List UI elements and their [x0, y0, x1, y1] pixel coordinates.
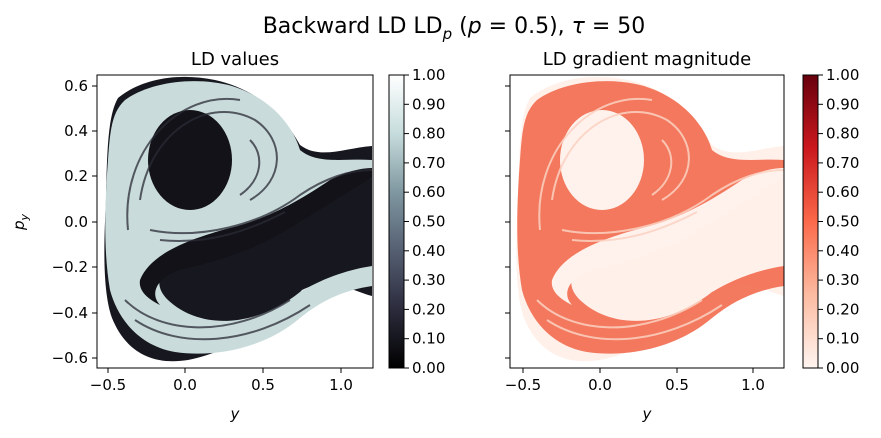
- right-xtick-label: 0.0: [588, 376, 612, 394]
- left-x-ticks: [107, 368, 342, 373]
- colorbar-tick-label: 0.60: [826, 183, 859, 201]
- colorbar-tick-label: 0.50: [412, 213, 445, 231]
- colorbar-tick-label: 1.00: [826, 66, 859, 84]
- left-y-ticks: [92, 85, 97, 359]
- colorbar-tick-label: 0.20: [412, 300, 445, 318]
- colorbar-tick-label: 0.50: [826, 213, 859, 231]
- right-xtick-label: 1.0: [741, 376, 765, 394]
- left-x-axis-label: y: [230, 405, 241, 423]
- colorbar-tick-label: 0.00: [826, 359, 859, 377]
- left-filaments: [124, 97, 373, 341]
- right-x-ticks: [522, 368, 754, 373]
- left-xtick-label: 0.0: [173, 376, 197, 394]
- left-panel-title: LD values: [191, 49, 279, 70]
- right-filaments: [536, 97, 784, 341]
- left-xtick-label: 1.0: [329, 376, 353, 394]
- colorbar-tick-label: 0.10: [412, 330, 445, 348]
- colorbar-tick-label: 0.80: [826, 125, 859, 143]
- right-regular-island: [560, 110, 644, 210]
- left-colorbar: [388, 74, 405, 369]
- right-xtick-label: −0.5: [505, 376, 541, 394]
- colorbar-tick-label: 0.00: [412, 359, 445, 377]
- right-colorbar-ticks: 0.00 0.10 0.20 0.30 0.40 0.50 0.60 0.70 0.80 0.90…: [818, 66, 859, 377]
- left-heatmap: [104, 76, 373, 362]
- left-ytick-label: 0.6: [64, 77, 88, 95]
- left-ytick-label: −0.6: [52, 349, 88, 367]
- left-xtick-label: −0.5: [90, 376, 126, 394]
- left-dark-band: [139, 168, 372, 305]
- left-ytick-label: −0.2: [52, 258, 88, 276]
- left-ytick-label: 0.4: [64, 122, 88, 140]
- right-y-ticks: [505, 85, 510, 359]
- colorbar-tick-label: 0.40: [826, 242, 859, 260]
- colorbar-tick-label: 0.40: [412, 242, 445, 260]
- right-xtick-label: 0.5: [665, 376, 689, 394]
- colorbar-tick-label: 0.20: [826, 300, 859, 318]
- colorbar-tick-label: 0.30: [412, 271, 445, 289]
- right-colorbar: [802, 74, 819, 369]
- right-x-axis-label: y: [642, 405, 653, 423]
- right-heatmap: [516, 76, 784, 362]
- left-ytick-label: 0.2: [64, 167, 88, 185]
- colorbar-tick-label: 0.10: [826, 330, 859, 348]
- colorbar-tick-label: 1.00: [412, 66, 445, 84]
- left-ytick-label: 0.0: [64, 213, 88, 231]
- colorbar-tick-label: 0.30: [826, 271, 859, 289]
- left-y-axis-label: py: [10, 213, 31, 231]
- left-regular-island: [148, 110, 232, 210]
- colorbar-tick-label: 0.90: [826, 95, 859, 113]
- colorbar-tick-label: 0.60: [412, 183, 445, 201]
- left-ytick-label: −0.4: [52, 304, 88, 322]
- right-panel-title: LD gradient magnitude: [543, 49, 752, 70]
- colorbar-tick-label: 0.90: [412, 95, 445, 113]
- left-colorbar-ticks: 0.00 0.10 0.20 0.30 0.40 0.50 0.60 0.70 0.80 0.90…: [404, 66, 445, 377]
- colorbar-tick-label: 0.70: [826, 154, 859, 172]
- right-pale-band: [551, 168, 784, 305]
- left-xtick-label: 0.5: [251, 376, 275, 394]
- colorbar-tick-label: 0.70: [412, 154, 445, 172]
- figure-suptitle: Backward LD LDp (p = 0.5), τ = 50: [263, 14, 646, 43]
- colorbar-tick-label: 0.80: [412, 125, 445, 143]
